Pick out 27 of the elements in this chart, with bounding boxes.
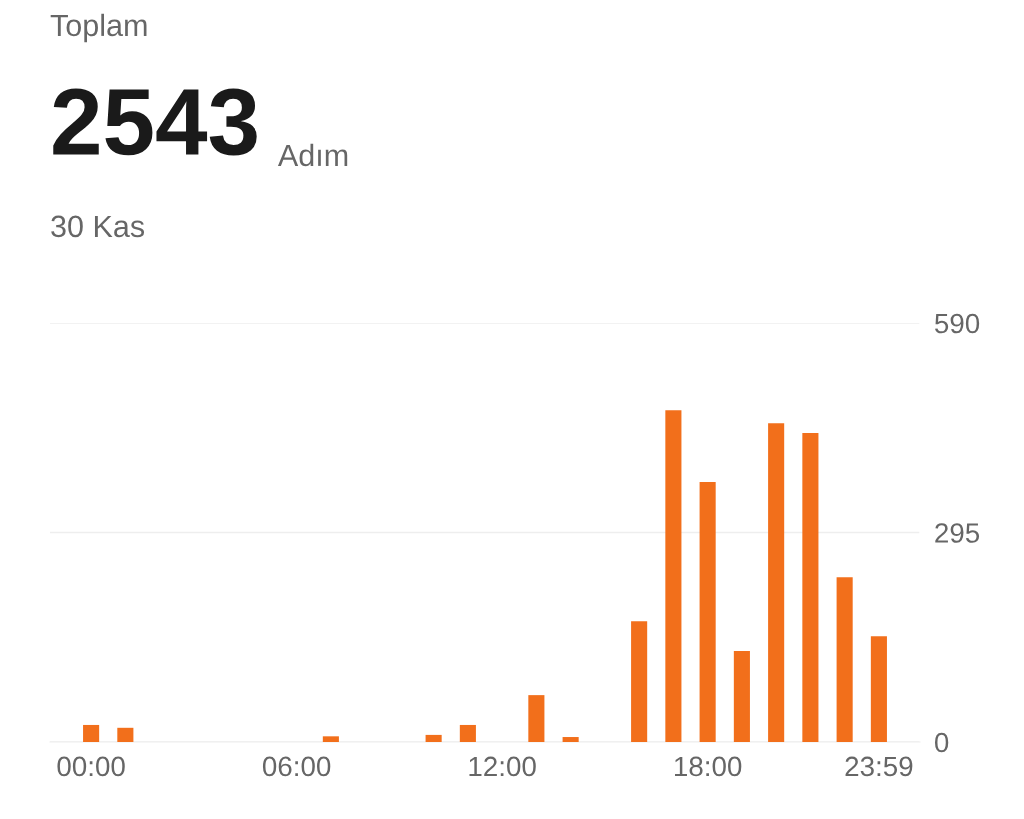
chart-title: Toplam bbox=[50, 13, 147, 43]
x-tick-label: 18:00 bbox=[675, 756, 742, 777]
bar bbox=[733, 651, 750, 742]
chart-subtitle: 30 Kas bbox=[51, 215, 145, 238]
y-tick-label: 590 bbox=[935, 313, 980, 334]
bar bbox=[425, 734, 442, 742]
y-tick-label: 295 bbox=[935, 523, 980, 543]
x-tick-label: 12:00 bbox=[469, 756, 536, 777]
text: 2543 bbox=[53, 88, 257, 156]
bar bbox=[802, 433, 819, 742]
bar bbox=[322, 736, 339, 742]
y-tick-label: 0 bbox=[934, 732, 949, 753]
bar bbox=[83, 724, 100, 742]
bar bbox=[870, 636, 887, 742]
bar bbox=[528, 695, 545, 742]
bar bbox=[631, 621, 648, 742]
bar bbox=[117, 727, 134, 742]
bar bbox=[836, 577, 853, 742]
bar bbox=[768, 423, 785, 742]
bar bbox=[459, 724, 476, 742]
x-tick-label: 23:59 bbox=[845, 756, 913, 777]
bar bbox=[665, 410, 682, 742]
x-tick-label: 00:00 bbox=[57, 756, 125, 777]
bar bbox=[562, 737, 579, 742]
text: Adım bbox=[277, 143, 348, 167]
bar bbox=[699, 482, 716, 742]
x-tick-label: 06:00 bbox=[262, 756, 331, 777]
